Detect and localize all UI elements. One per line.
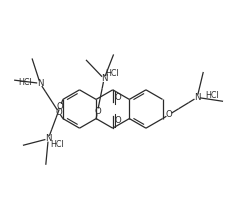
Text: HCl: HCl	[19, 78, 33, 87]
Text: N: N	[101, 74, 107, 83]
Text: N: N	[45, 134, 52, 143]
Text: O: O	[94, 107, 101, 116]
Text: O: O	[165, 110, 172, 119]
Text: O: O	[114, 93, 121, 102]
Text: O: O	[57, 102, 64, 111]
Text: O: O	[114, 116, 121, 125]
Text: O: O	[55, 108, 62, 117]
Text: N: N	[194, 93, 201, 102]
Text: HCl: HCl	[205, 91, 219, 100]
Text: HCl: HCl	[50, 140, 64, 149]
Text: HCl: HCl	[105, 69, 119, 78]
Text: N: N	[37, 79, 43, 88]
